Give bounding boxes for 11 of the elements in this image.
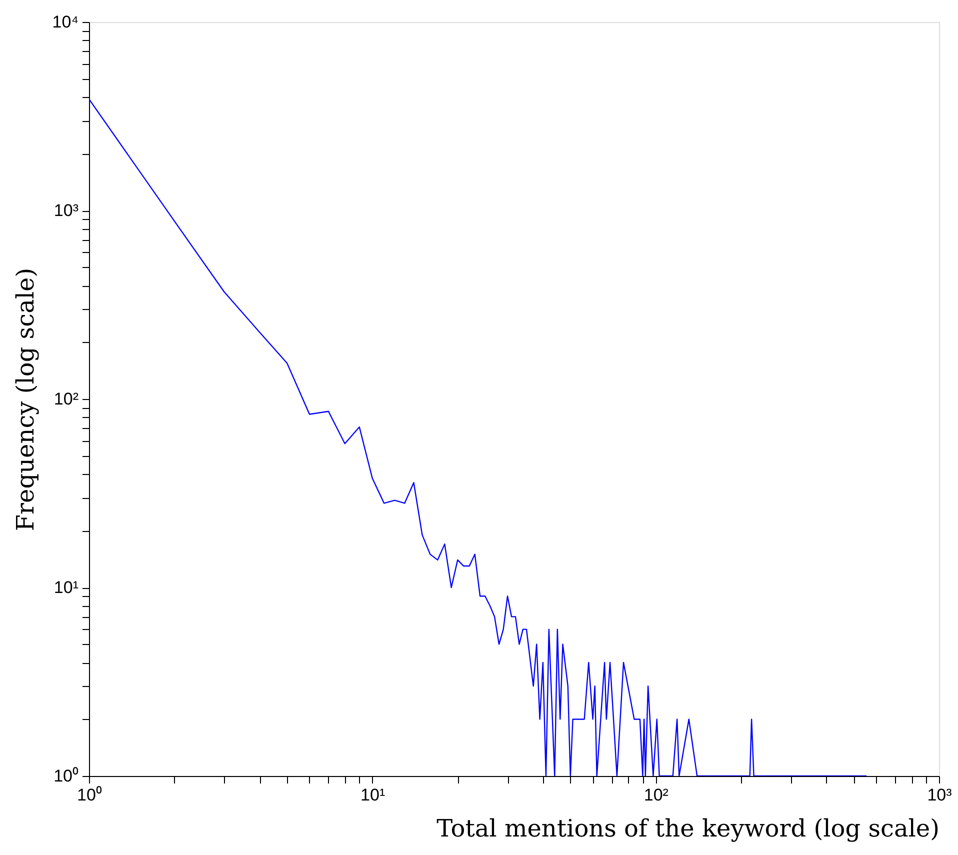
x-tick-label: 10¹ — [360, 786, 386, 804]
y-axis-title: Frequency (log scale) — [11, 268, 40, 532]
y-tick-label: 10³ — [54, 201, 79, 220]
y-tick-label: 10⁴ — [52, 12, 78, 32]
x-axis-title: Total mentions of the keyword (log scale) — [436, 814, 940, 842]
y-tick-label: 10⁰ — [54, 766, 78, 786]
y-tick-label: 10¹ — [54, 578, 79, 597]
y-tick-label: 10² — [54, 390, 79, 408]
x-tick-label: 10³ — [927, 786, 952, 804]
x-tick-label: 10⁰ — [77, 786, 102, 804]
x-tick-label: 10² — [644, 786, 669, 804]
